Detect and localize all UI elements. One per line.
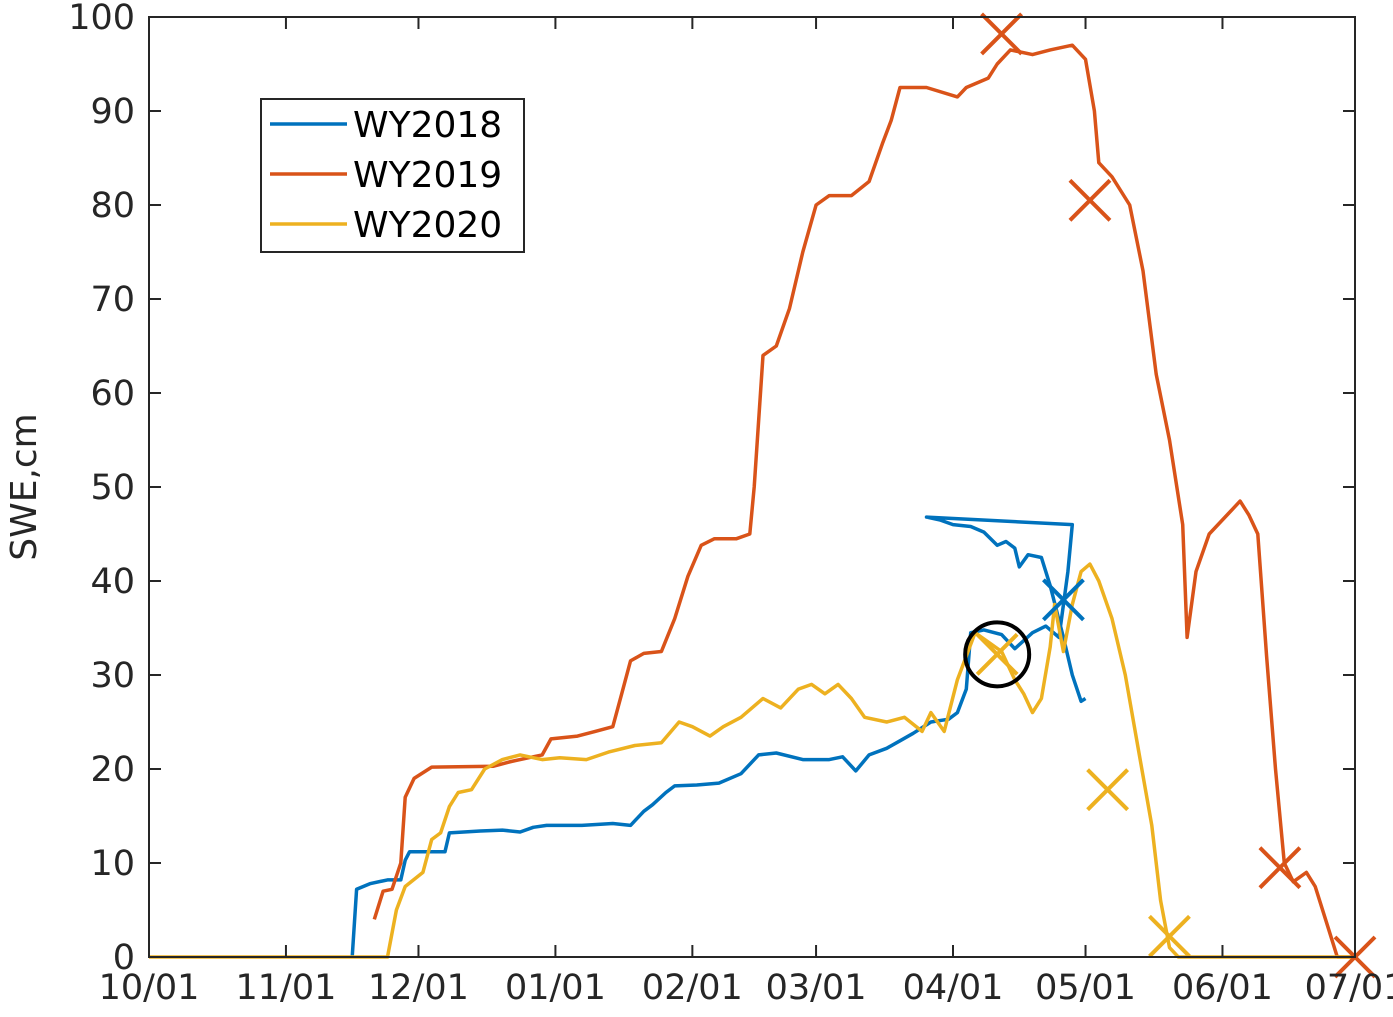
marker-layer <box>963 12 1377 979</box>
y-tick-label: 30 <box>90 656 135 696</box>
x-marker-wy2020 <box>975 632 1019 676</box>
y-tick-label: 0 <box>113 938 135 978</box>
x-axis: 10/01 11/01 12/01 01/01 02/01 03/01 04/01 05/01… <box>99 17 1393 1008</box>
x-marker-wy2020 <box>1086 768 1130 812</box>
series-line-wy2020 <box>149 562 1355 959</box>
y-tick-label: 40 <box>90 562 135 602</box>
legend-label-wy2019: WY2019 <box>353 155 502 196</box>
x-marker-wy2020 <box>1148 914 1191 958</box>
y-axis: 0 10 20 30 40 50 60 70 80 90 100 <box>68 0 1355 978</box>
y-tick-label: 90 <box>90 92 135 132</box>
y-tick-label: 20 <box>90 750 135 790</box>
x-marker-wy2019 <box>1068 178 1112 222</box>
y-tick-label: 60 <box>90 374 135 414</box>
y-axis-label: SWE,cm <box>4 413 45 561</box>
series-line-wy2019 <box>372 43 1355 959</box>
x-marker-wy2019 <box>1258 846 1302 890</box>
x-tick-label: 05/01 <box>1035 968 1136 1008</box>
x-tick-label: 07/01 <box>1305 968 1393 1008</box>
x-tick-label: 10/01 <box>99 968 200 1008</box>
x-tick-label: 01/01 <box>505 968 606 1008</box>
y-tick-label: 10 <box>90 844 135 884</box>
x-tick-label: 02/01 <box>642 968 743 1008</box>
y-tick-label: 70 <box>90 280 135 320</box>
x-tick-label: 11/01 <box>236 968 337 1008</box>
x-marker-wy2018 <box>1042 578 1085 622</box>
legend-label-wy2018: WY2018 <box>353 105 502 146</box>
highlight-circle <box>963 620 1032 689</box>
x-marker-wy2019 <box>980 12 1024 56</box>
x-tick-label: 03/01 <box>766 968 867 1008</box>
x-tick-label: 12/01 <box>368 968 469 1008</box>
x-tick-label: 06/01 <box>1172 968 1273 1008</box>
legend: WY2018 WY2019 WY2020 <box>260 98 525 253</box>
y-tick-label: 80 <box>90 186 135 226</box>
series-layer <box>149 43 1355 959</box>
y-tick-label: 50 <box>90 468 135 508</box>
y-tick-label: 100 <box>68 0 135 38</box>
legend-label-wy2020: WY2020 <box>353 205 502 246</box>
x-tick-label: 04/01 <box>903 968 1004 1008</box>
series-line-wy2018 <box>350 515 1087 958</box>
